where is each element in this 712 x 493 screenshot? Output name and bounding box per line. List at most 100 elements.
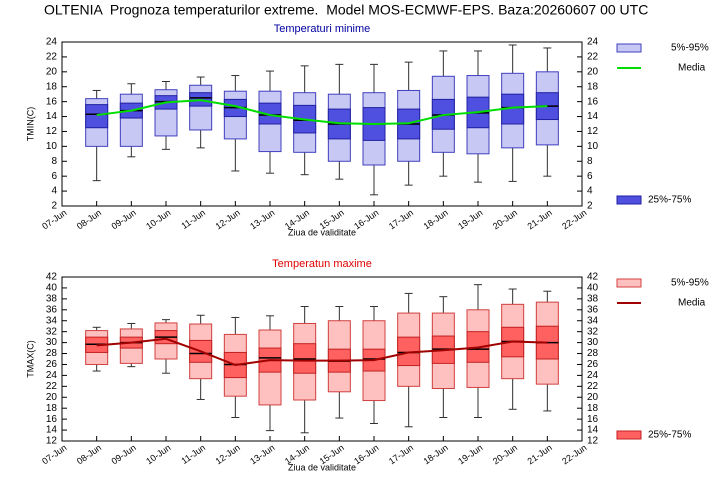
y-tick-label-right: 30	[587, 337, 599, 348]
y-tick-label-right: 20	[587, 392, 599, 403]
y-tick-label-right: 40	[587, 283, 599, 294]
x-tick-label: 22-Jun	[560, 442, 588, 466]
legend-swatch	[616, 43, 642, 53]
x-tick-label: 17-Jun	[387, 207, 415, 231]
x-tick-label: 11-Jun	[179, 442, 207, 466]
x-tick-label: 09-Jun	[110, 442, 138, 466]
y-tick-label: 24	[46, 37, 58, 48]
x-tick-label: 08-Jun	[75, 442, 103, 466]
y-tick-label: 14	[46, 111, 58, 122]
y-tick-label: 30	[46, 337, 58, 348]
legend-swatch	[616, 430, 642, 440]
y-tick-label-right: 16	[587, 414, 599, 425]
y-tick-label-right: 26	[587, 359, 599, 370]
x-tick-label: 16-Jun	[352, 207, 380, 231]
y-tick-label: 18	[46, 403, 58, 414]
y-tick-label: 12	[46, 436, 58, 447]
legend-label: Media	[678, 298, 706, 309]
mean-line	[96, 337, 548, 367]
y-tick-label-right: 28	[587, 348, 599, 359]
x-tick-label: 08-Jun	[75, 207, 103, 231]
box-iqr	[258, 102, 282, 125]
legend-label: Media	[678, 63, 706, 74]
x-tick-label: 13-Jun	[248, 442, 276, 466]
y-tick-label-right: 36	[587, 304, 599, 315]
box-range	[119, 93, 143, 147]
y-tick-label-right: 12	[587, 126, 599, 137]
y-tick-label: 36	[46, 304, 58, 315]
y-tick-label-right: 18	[587, 403, 599, 414]
y-tick-label-right: 20	[587, 66, 599, 77]
y-tick-label-right: 10	[587, 141, 599, 152]
y-tick-label: 20	[46, 66, 58, 77]
y-axis-label: TMIN(C)	[25, 107, 35, 142]
x-tick-label: 16-Jun	[352, 442, 380, 466]
y-tick-label: 10	[46, 141, 58, 152]
x-axis-label: Ziua de validitate	[288, 227, 356, 237]
y-axis-label: TMAX(C)	[25, 340, 35, 378]
x-tick-label: 17-Jun	[387, 442, 415, 466]
legend-label: 5%-95%	[671, 278, 709, 289]
x-tick-label: 09-Jun	[110, 207, 138, 231]
legend-swatch	[616, 195, 642, 205]
y-tick-label: 34	[46, 315, 58, 326]
x-tick-label: 12-Jun	[214, 207, 242, 231]
legend-label: 5%-95%	[671, 43, 709, 54]
y-tick-label: 18	[46, 81, 58, 92]
x-tick-label: 18-Jun	[422, 442, 450, 466]
y-tick-label: 40	[46, 283, 58, 294]
y-tick-label-right: 22	[587, 52, 599, 63]
x-tick-label: 10-Jun	[144, 207, 172, 231]
x-tick-label: 12-Jun	[214, 442, 242, 466]
y-tick-label-right: 14	[587, 111, 599, 122]
x-tick-label: 20-Jun	[491, 442, 519, 466]
y-tick-label-right: 32	[587, 326, 599, 337]
y-tick-label-right: 8	[587, 156, 593, 167]
y-tick-label: 26	[46, 359, 58, 370]
y-tick-label-right: 14	[587, 425, 599, 436]
y-tick-label-right: 24	[587, 370, 599, 381]
y-tick-label: 4	[51, 186, 57, 197]
y-tick-label-right: 22	[587, 381, 599, 392]
y-tick-label: 28	[46, 348, 58, 359]
panel-title: Temperatun maxime	[272, 258, 372, 270]
y-tick-label-right: 2	[587, 201, 593, 212]
y-tick-label: 20	[46, 392, 58, 403]
y-tick-label: 8	[51, 156, 57, 167]
y-tick-label: 12	[46, 126, 58, 137]
x-tick-label: 18-Jun	[422, 207, 450, 231]
x-tick-label: 19-Jun	[456, 207, 484, 231]
y-tick-label: 16	[46, 96, 58, 107]
x-tick-label: 11-Jun	[179, 207, 207, 231]
y-tick-label-right: 12	[587, 436, 599, 447]
x-tick-label: 13-Jun	[248, 207, 276, 231]
x-axis-label: Ziua de validitate	[288, 462, 356, 472]
y-tick-label: 16	[46, 414, 58, 425]
x-tick-label: 10-Jun	[144, 442, 172, 466]
y-tick-label: 42	[46, 272, 58, 283]
plot-frame	[61, 276, 583, 442]
y-tick-label: 22	[46, 381, 58, 392]
y-tick-label: 22	[46, 52, 58, 63]
mean-line	[96, 99, 548, 126]
x-tick-label: 20-Jun	[491, 207, 519, 231]
y-tick-label-right: 38	[587, 294, 599, 305]
legend-swatch	[616, 278, 642, 288]
y-tick-label: 24	[46, 370, 58, 381]
y-tick-label-right: 34	[587, 315, 599, 326]
panel-title: Temperaturi minime	[274, 23, 371, 35]
y-tick-label: 38	[46, 294, 58, 305]
page-title: OLTENIA Prognoza temperaturilor extreme.…	[44, 2, 648, 18]
y-tick-label-right: 42	[587, 272, 599, 283]
y-tick-label-right: 4	[587, 186, 593, 197]
y-tick-label: 14	[46, 425, 58, 436]
plot-frame	[61, 41, 583, 207]
y-tick-label: 32	[46, 326, 58, 337]
legend-label: 25%-75%	[648, 430, 691, 441]
box-iqr	[85, 104, 109, 129]
x-tick-label: 21-Jun	[526, 207, 554, 231]
y-tick-label: 6	[51, 171, 57, 182]
x-tick-label: 21-Jun	[526, 442, 554, 466]
legend-label: 25%-75%	[648, 195, 691, 206]
